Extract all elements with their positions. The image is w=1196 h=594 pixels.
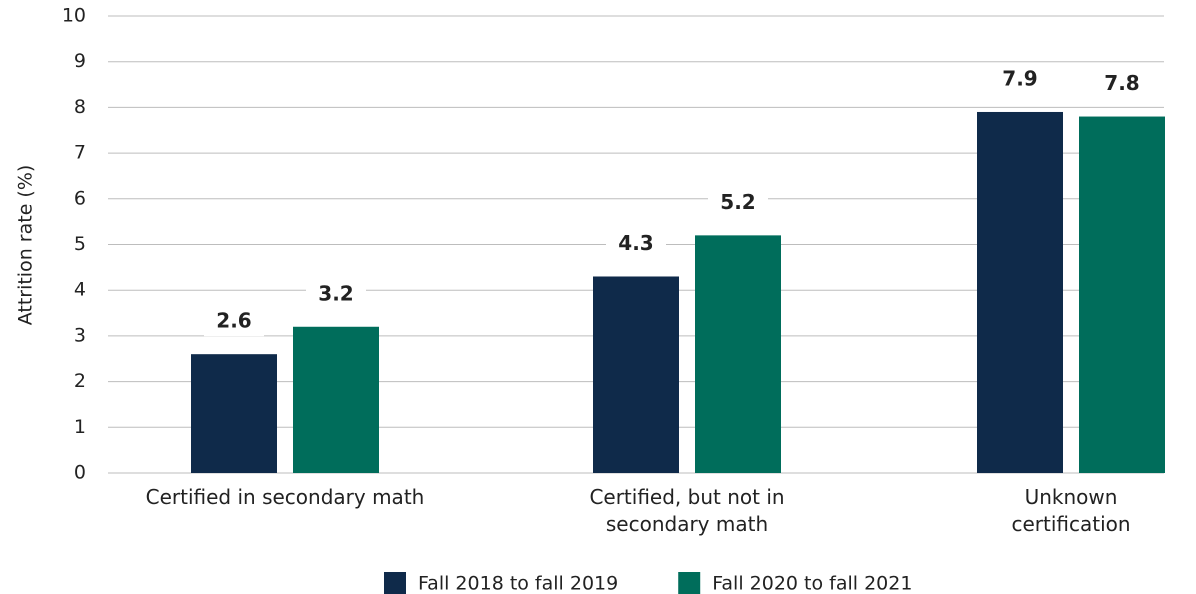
value-label-bg [306, 280, 366, 309]
value-label: 7.9 [1002, 66, 1037, 90]
y-tick-label: 4 [74, 279, 86, 301]
x-tick-label: Unknown certification [1011, 485, 1131, 536]
legend-label: Fall 2020 to fall 2021 [712, 573, 912, 594]
y-tick-label: 10 [62, 5, 86, 27]
y-tick-label: 8 [74, 96, 86, 118]
y-tick-label: 3 [74, 324, 86, 346]
value-label: 4.3 [618, 231, 653, 255]
y-tick-label: 7 [74, 142, 86, 164]
y-tick-label: 1 [74, 416, 86, 438]
value-label-bg [990, 65, 1050, 94]
bar [977, 111, 1063, 473]
x-tick-label: Certified, but not in secondary math [589, 485, 785, 536]
y-tick-label: 5 [74, 233, 86, 255]
y-axis-label: Attrition rate (%) [15, 165, 37, 326]
legend-swatch [678, 572, 701, 594]
legend-label: Fall 2018 to fall 2019 [418, 573, 618, 594]
bar [191, 354, 277, 473]
y-tick-label: 2 [74, 370, 86, 392]
value-label-bg [708, 189, 768, 218]
value-label-bg [1092, 70, 1152, 99]
value-label: 2.6 [216, 309, 251, 333]
value-label: 5.2 [720, 190, 755, 214]
x-tick-label: Certified in secondary math [145, 485, 425, 509]
y-tick-label: 9 [74, 50, 86, 72]
value-label: 3.2 [318, 281, 353, 305]
legend-swatch [384, 572, 406, 594]
value-label: 7.8 [1104, 71, 1139, 95]
bar [695, 235, 781, 473]
y-tick-label: 6 [74, 187, 86, 209]
bar [293, 326, 379, 473]
y-tick-label: 0 [74, 462, 86, 484]
bar [1079, 116, 1165, 473]
value-label-bg [204, 308, 264, 337]
bar [593, 276, 679, 473]
value-label-bg [606, 230, 666, 259]
